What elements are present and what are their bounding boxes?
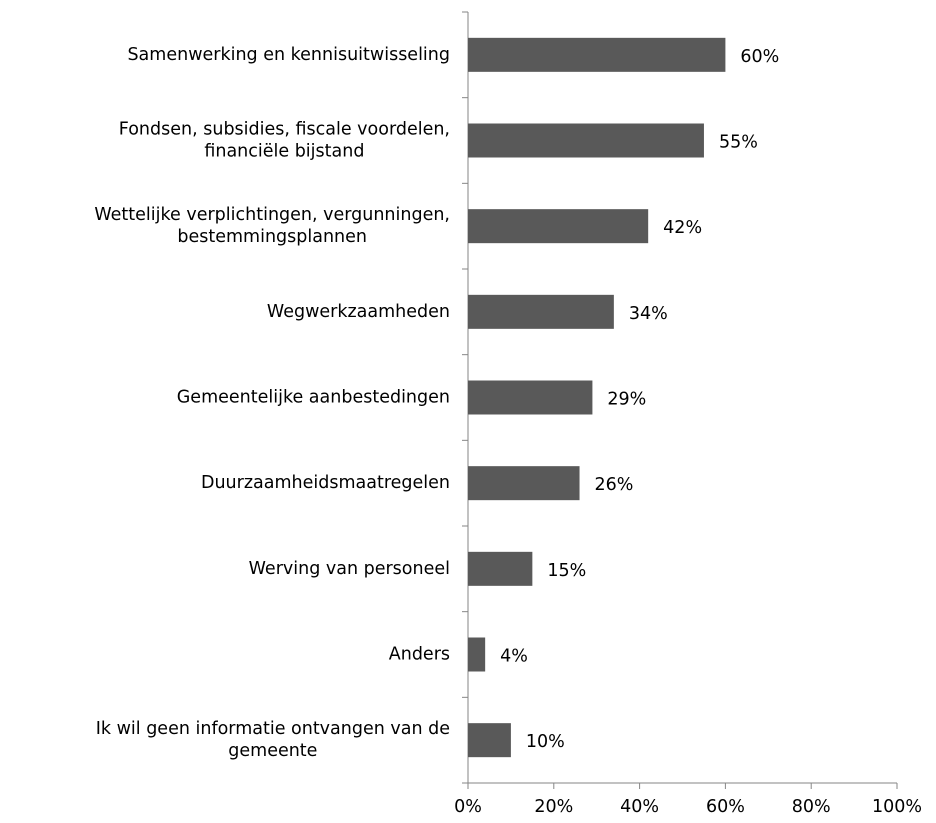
y-tick-label: Werving van personeel: [249, 559, 450, 579]
y-tick-label: Gemeentelijke aanbestedingen: [177, 388, 450, 408]
y-tick-label: Wegwerkzaamheden: [267, 302, 450, 322]
y-tick-label: Duurzaamheidsmaatregelen: [201, 473, 450, 493]
bar: [468, 551, 533, 586]
y-tick-label: Fondsen, subsidies, fiscale voordelen, fi…: [119, 120, 450, 162]
y-tick-label: Anders: [389, 645, 450, 665]
value-label: 10%: [526, 732, 565, 752]
value-label: 34%: [629, 304, 668, 324]
bar: [468, 466, 580, 501]
x-tick-label: 60%: [706, 797, 745, 817]
value-label: 55%: [719, 133, 758, 153]
x-tick-label: 20%: [534, 797, 573, 817]
value-label: 4%: [500, 647, 528, 667]
x-tick-label: 0%: [454, 797, 482, 817]
y-tick-label: Wettelijke verplichtingen, vergunningen,…: [94, 205, 450, 247]
bar: [468, 209, 649, 244]
value-label: 42%: [663, 218, 702, 238]
y-tick-label: Samenwerking en kennisuitwisseling: [127, 45, 450, 65]
value-label: 60%: [740, 47, 779, 67]
value-label: 26%: [595, 475, 634, 495]
bar: [468, 37, 726, 72]
x-tick-label: 80%: [792, 797, 831, 817]
bar: [468, 123, 704, 158]
x-tick-label: 40%: [620, 797, 659, 817]
bar: [468, 637, 486, 672]
x-tick-label: 100%: [872, 797, 922, 817]
bar: [468, 294, 614, 329]
value-label: 29%: [607, 390, 646, 410]
bar: [468, 380, 593, 415]
value-label: 15%: [547, 561, 586, 581]
y-tick-label: Ik wil geen informatie ontvangen van de g…: [96, 719, 450, 761]
bar: [468, 723, 511, 758]
